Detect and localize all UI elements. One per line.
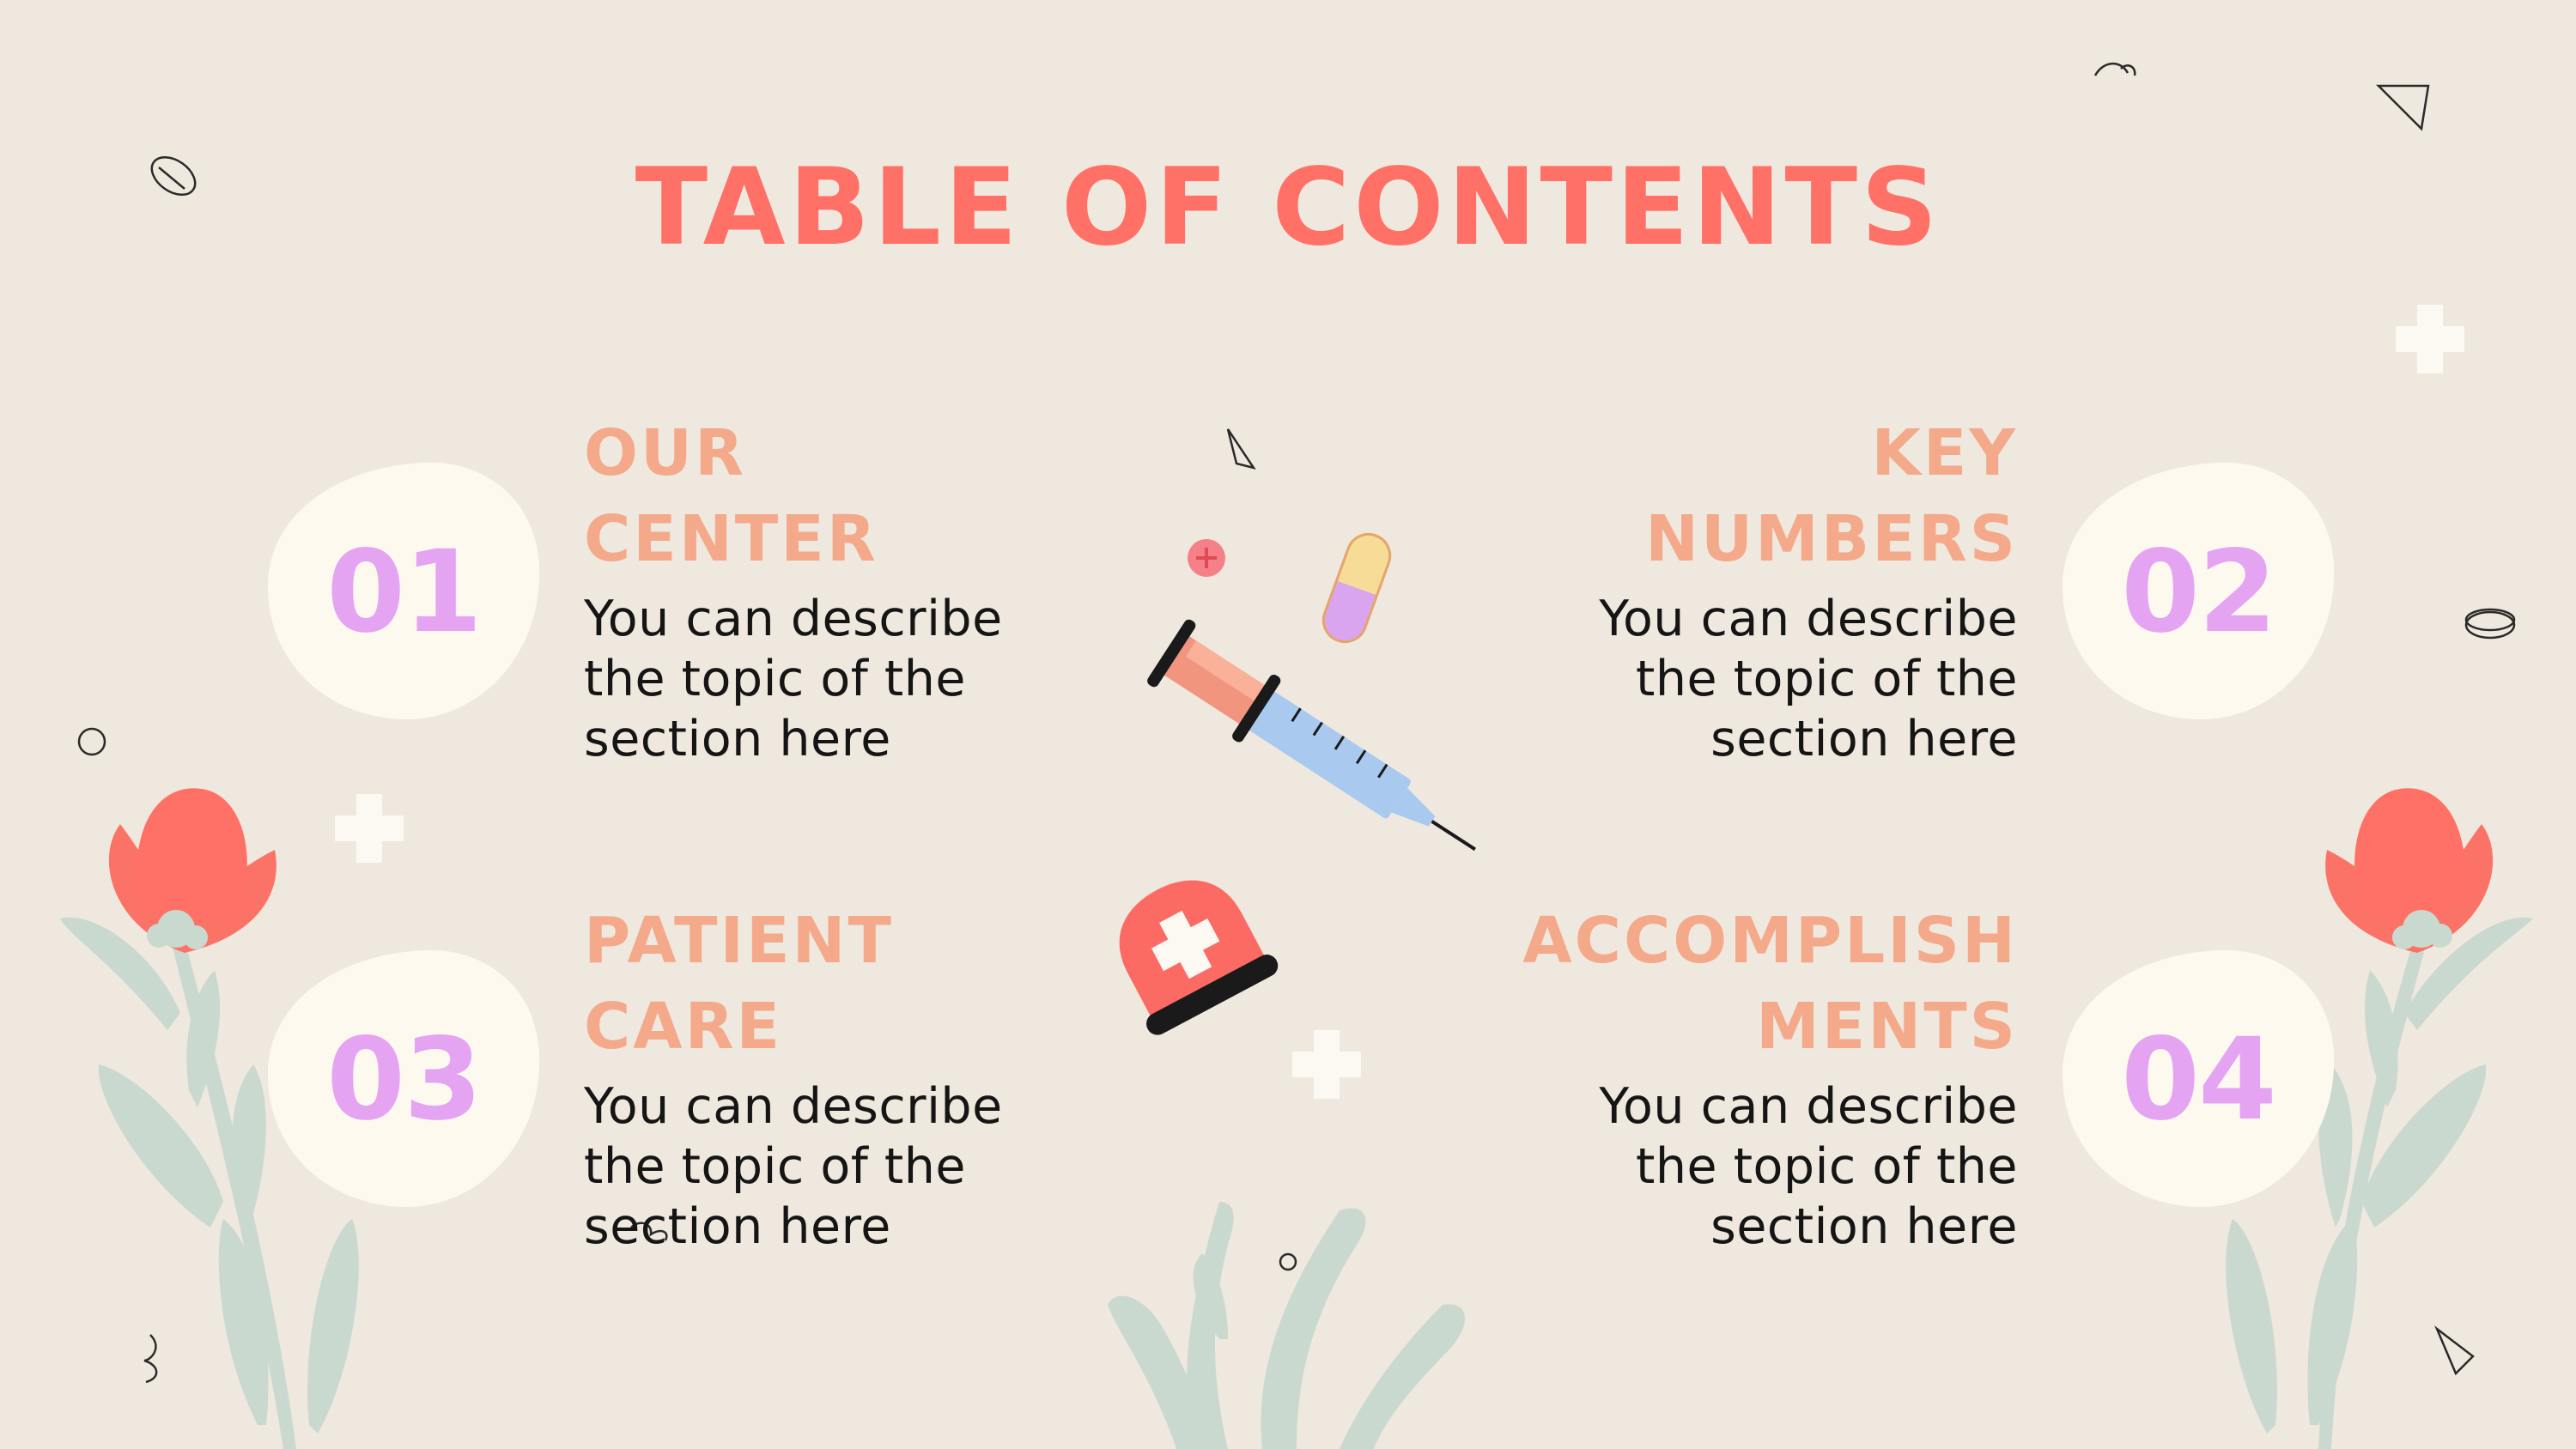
triangle-icon [2375, 84, 2430, 131]
triangle-icon [1226, 428, 1256, 470]
left-plant-icon [60, 917, 359, 1449]
section-heading-03: PATIENT CARE [584, 904, 894, 1064]
medical-bag-icon [1119, 880, 1279, 1035]
section-number-01: 01 [326, 526, 483, 658]
blob-04 [2062, 949, 2335, 1208]
syringe-icon [1147, 619, 1476, 852]
blob-01 [267, 462, 540, 720]
circle-icon [77, 727, 106, 756]
section-description-04: You can describe the topic of the sectio… [1599, 1078, 2018, 1255]
triangle-icon [2434, 1325, 2475, 1376]
plus-icon [335, 305, 2464, 1099]
circle-icon [1279, 1252, 1297, 1271]
page-title: TABLE OF CONTENTS [635, 146, 1941, 270]
section-description-02: You can describe the topic of the sectio… [1599, 591, 2018, 767]
blob-02 [2062, 462, 2335, 720]
number-blobs [267, 462, 2335, 1208]
center-plant-icon [1108, 1202, 1466, 1449]
outline-doodles [77, 62, 2516, 1384]
section-description-01: You can describe the topic of the sectio… [584, 591, 1003, 767]
section-heading-01: OUR CENTER [584, 416, 878, 576]
section-number-02: 02 [2121, 526, 2277, 658]
right-flower-icon [2325, 788, 2494, 953]
right-plant-icon [2226, 917, 2533, 1449]
section-heading-04: ACCOMPLISH MENTS [1522, 904, 2018, 1064]
left-flower-icon [108, 788, 276, 953]
section-description-03: You can describe the topic of the sectio… [584, 1078, 1003, 1255]
tablet-outline-icon [150, 155, 197, 197]
pill-tablet-icon [1188, 539, 1225, 577]
blob-03 [267, 949, 540, 1208]
section-heading-02: KEY NUMBERS [1645, 416, 2018, 576]
section-number-03: 03 [326, 1014, 483, 1146]
tablet-outline-icon [2464, 610, 2516, 640]
pill-capsule-icon [1321, 532, 1392, 644]
section-number-04: 04 [2121, 1014, 2277, 1146]
